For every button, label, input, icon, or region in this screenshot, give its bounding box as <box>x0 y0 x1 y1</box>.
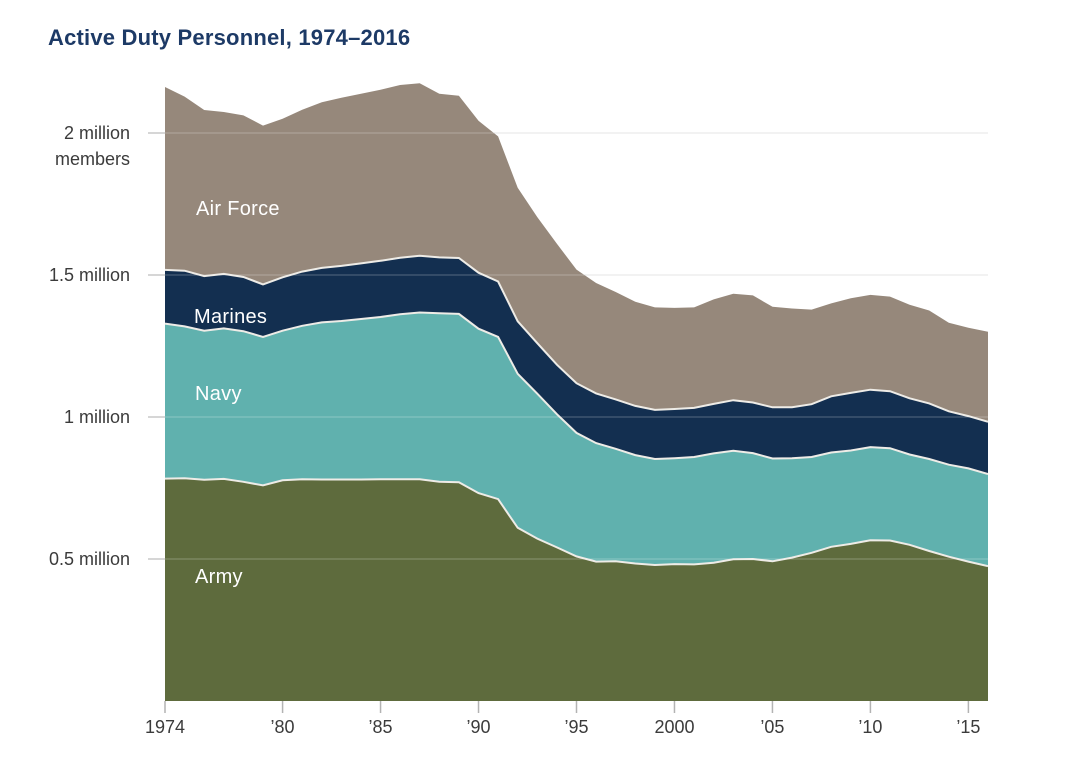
area-air-force <box>165 83 988 422</box>
chart-title: Active Duty Personnel, 1974–2016 <box>48 25 411 50</box>
band-separator-marines <box>164 254 988 423</box>
series-label-air-force: Air Force <box>196 198 280 220</box>
x-axis-label: ’90 <box>466 717 491 737</box>
x-axis-label: 2000 <box>654 717 695 737</box>
x-axis-label: ’10 <box>858 717 883 737</box>
x-axis-label: ’85 <box>368 717 393 737</box>
area-army <box>165 478 988 701</box>
x-axis-label: ’05 <box>760 717 785 737</box>
band-separator-army <box>164 477 988 568</box>
x-axis-label: ’15 <box>956 717 981 737</box>
stacked-area-plot <box>148 83 988 713</box>
band-separator-navy <box>164 311 988 476</box>
y-axis-label: 2 million members <box>54 123 130 169</box>
y-axis-label: 0.5 million <box>48 549 130 569</box>
y-axis-label: 1 million <box>63 407 130 427</box>
x-axis-label: 1974 <box>144 717 186 737</box>
y-axis-label: 1.5 million <box>48 265 130 285</box>
area-marines <box>165 255 988 475</box>
x-axis-label: ’95 <box>564 717 589 737</box>
series-label-navy: Navy <box>195 383 242 405</box>
area-navy <box>165 312 988 567</box>
x-axis-label: ’80 <box>270 717 295 737</box>
series-label-army: Army <box>195 566 243 588</box>
series-label-marines: Marines <box>194 306 268 328</box>
